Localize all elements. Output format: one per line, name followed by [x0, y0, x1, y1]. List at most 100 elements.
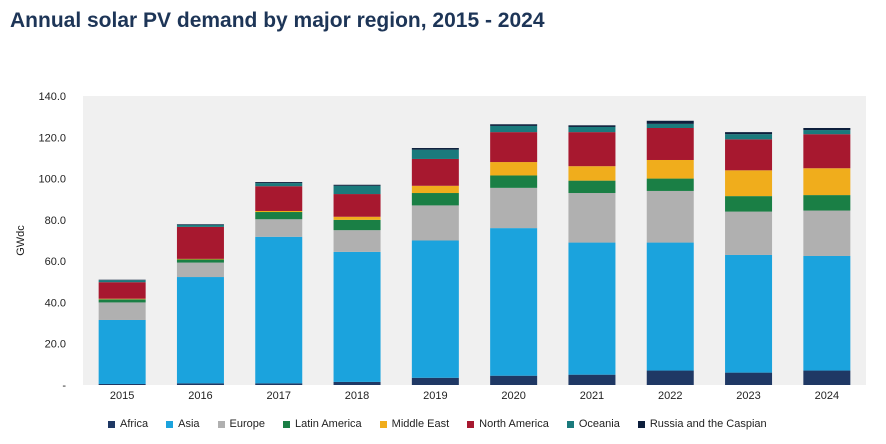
bar-segment-middle-east-2015 — [98, 298, 146, 300]
legend-item: Oceania — [566, 417, 620, 431]
bar-segment-asia-2018 — [333, 251, 381, 382]
x-tick-label: 2015 — [110, 390, 134, 402]
y-tick-label: 20.0 — [45, 339, 66, 351]
bar-segment-oceania-2024 — [803, 130, 851, 135]
chart-title: Annual solar PV demand by major region, … — [10, 9, 545, 32]
bar-segment-africa-2020 — [490, 375, 538, 385]
bar-segment-middle-east-2020 — [490, 162, 538, 176]
legend-label: Asia — [178, 418, 200, 430]
bar-segment-russia-and-the-caspian-2018 — [333, 184, 381, 186]
bar-segment-europe-2021 — [568, 193, 616, 243]
legend-swatch — [379, 420, 387, 428]
legend-item: Middle East — [379, 417, 450, 431]
bar-segment-north-america-2023 — [725, 139, 773, 171]
legend-item: North America — [467, 417, 549, 431]
bar-segment-russia-and-the-caspian-2019 — [411, 148, 459, 150]
legend-label: North America — [479, 418, 549, 430]
legend-swatch — [217, 420, 225, 428]
bar-segment-oceania-2018 — [333, 185, 381, 195]
bar-segment-north-america-2016 — [176, 226, 224, 259]
bar-segment-asia-2020 — [490, 228, 538, 376]
bar-segment-north-america-2017 — [255, 186, 303, 211]
bar-segment-north-america-2022 — [646, 127, 694, 160]
bar-segment-europe-2023 — [725, 211, 773, 255]
bar-segment-latin-america-2020 — [490, 175, 538, 188]
legend-item: Latin America — [283, 417, 362, 431]
bar-segment-africa-2017 — [255, 383, 303, 385]
bar-segment-russia-and-the-caspian-2023 — [725, 132, 773, 135]
bar-segment-russia-and-the-caspian-2024 — [803, 127, 851, 131]
bar-segment-europe-2017 — [255, 219, 303, 237]
x-tick-label: 2024 — [815, 390, 839, 402]
bar-segment-north-america-2015 — [98, 282, 146, 299]
bar-segment-latin-america-2023 — [725, 196, 773, 212]
bar-segment-russia-and-the-caspian-2016 — [176, 224, 224, 225]
bar-segment-latin-america-2017 — [255, 212, 303, 220]
bar-segment-africa-2018 — [333, 381, 381, 385]
bar-segment-oceania-2022 — [646, 123, 694, 128]
bar-segment-latin-america-2015 — [98, 299, 146, 303]
y-tick-label: 140.0 — [38, 91, 66, 103]
bar-segment-oceania-2017 — [255, 183, 303, 187]
legend-swatch — [637, 420, 645, 428]
legend-swatch — [166, 420, 174, 428]
x-tick-label: 2023 — [736, 390, 760, 402]
bar-segment-middle-east-2018 — [333, 216, 381, 220]
bar-segment-latin-america-2016 — [176, 259, 224, 263]
bar-segment-middle-east-2023 — [725, 170, 773, 197]
legend: Africa Asia Europe Latin America Middle East… — [108, 417, 785, 431]
legend-label: Latin America — [295, 418, 362, 430]
bar-segment-russia-and-the-caspian-2017 — [255, 182, 303, 184]
legend-label: Middle East — [391, 418, 450, 430]
legend-label: Oceania — [578, 418, 620, 430]
bar-segment-europe-2015 — [98, 302, 146, 320]
legend-label: Africa — [120, 418, 149, 430]
bar-segment-russia-and-the-caspian-2021 — [568, 125, 616, 127]
bar-segment-africa-2023 — [725, 372, 773, 385]
bar-segment-russia-and-the-caspian-2022 — [646, 120, 694, 124]
bar-segment-europe-2022 — [646, 190, 694, 243]
bar-segment-middle-east-2021 — [568, 166, 616, 181]
legend-item: Russia and the Caspian — [637, 417, 767, 431]
bar-segment-africa-2021 — [568, 374, 616, 385]
bar-segment-north-america-2018 — [333, 194, 381, 217]
bar-segment-asia-2022 — [646, 242, 694, 371]
bar-segment-oceania-2021 — [568, 126, 616, 133]
bar-segment-latin-america-2024 — [803, 195, 851, 211]
bar-segment-russia-and-the-caspian-2020 — [490, 124, 538, 126]
x-tick-label: 2016 — [188, 390, 212, 402]
bar-segment-oceania-2016 — [176, 224, 224, 227]
legend-label: Europe — [229, 418, 266, 430]
legend-swatch — [566, 420, 574, 428]
bar-segment-asia-2015 — [98, 319, 146, 384]
bar-segment-europe-2018 — [333, 230, 381, 252]
x-tick-label: 2019 — [423, 390, 447, 402]
bar-segment-africa-2015 — [98, 383, 146, 385]
legend-swatch — [108, 420, 115, 428]
x-tick-label: 2018 — [345, 390, 369, 402]
bar-segment-latin-america-2022 — [646, 178, 694, 191]
legend-swatch — [283, 420, 291, 428]
bar-segment-africa-2022 — [646, 370, 694, 385]
bar-segment-asia-2017 — [255, 236, 303, 384]
legend-item: Asia — [166, 417, 200, 431]
y-axis-label: GWdc — [15, 225, 27, 256]
bar-segment-asia-2021 — [568, 242, 616, 375]
bar-segment-europe-2019 — [411, 205, 459, 241]
bar-segment-asia-2019 — [411, 240, 459, 378]
x-tick-label: 2017 — [267, 390, 291, 402]
x-tick-label: 2022 — [658, 390, 682, 402]
bar-segment-middle-east-2017 — [255, 210, 303, 213]
y-tick-label: - — [62, 380, 66, 392]
y-tick-label: 60.0 — [45, 256, 66, 268]
legend-item: Africa — [108, 417, 148, 431]
bar-segment-europe-2020 — [490, 187, 538, 229]
x-tick-label: 2020 — [501, 390, 525, 402]
y-tick-label: 80.0 — [45, 215, 66, 227]
bar-segment-oceania-2020 — [490, 125, 538, 133]
bar-segment-oceania-2023 — [725, 134, 773, 140]
bar-segment-north-america-2024 — [803, 134, 851, 169]
legend-item: Europe — [217, 417, 266, 431]
bar-segment-middle-east-2019 — [411, 185, 459, 194]
